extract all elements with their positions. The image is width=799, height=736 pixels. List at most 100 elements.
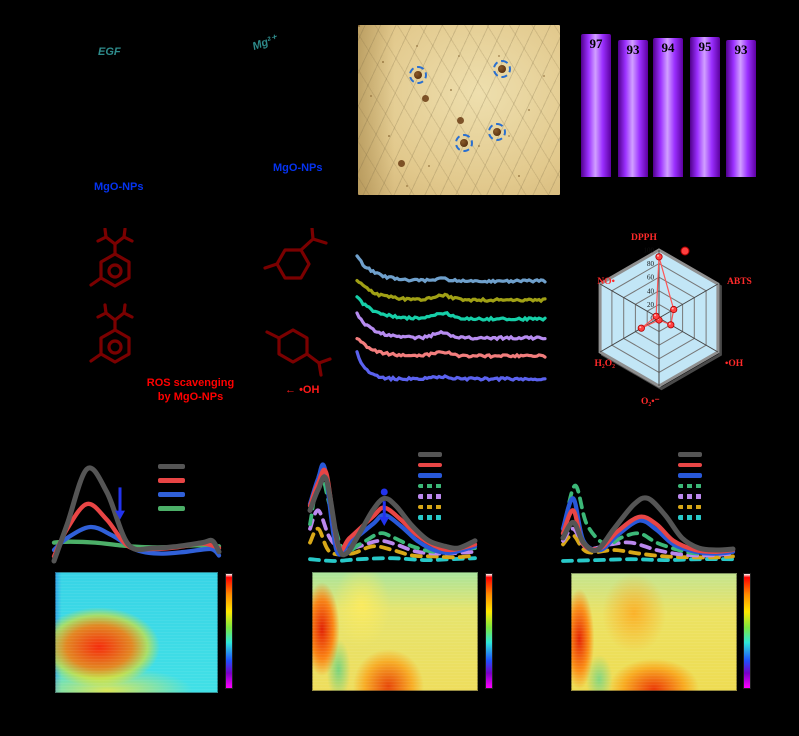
decay-trace	[355, 311, 547, 342]
radar-tick-label: 40	[647, 287, 655, 295]
legend-swatch	[418, 462, 442, 467]
colorbar-f	[744, 574, 750, 688]
decay-trace	[355, 278, 547, 304]
scavenging-caption: ROS scavenging by MgO-NPs	[118, 377, 263, 405]
legend-entry	[678, 504, 702, 516]
circled-cell-marker	[455, 134, 473, 152]
heatmap-f	[571, 573, 737, 691]
radar-axis-label: ABTS	[727, 277, 752, 287]
legend-entry	[678, 452, 702, 463]
legend-f	[678, 452, 702, 526]
structure-bht-bottom	[89, 303, 134, 364]
curve	[561, 557, 735, 563]
caption-line-2: by MgO-NPs	[157, 390, 224, 403]
decay-trace	[355, 336, 547, 360]
legend-swatch	[418, 452, 442, 457]
legend-entry	[158, 506, 185, 520]
curve	[561, 533, 735, 560]
legend-entry	[418, 504, 442, 516]
legend-entry	[678, 473, 702, 484]
decay-trace	[355, 295, 547, 323]
radar-axis-label: O₂•⁻	[641, 397, 660, 407]
legend-swatch	[678, 473, 702, 478]
hydroxyl-radical-annotation: ← •OH	[285, 384, 319, 396]
circled-cell-marker	[409, 66, 427, 84]
legend-swatch	[678, 504, 702, 509]
radar-axis-label: NO•	[597, 277, 615, 287]
structure-quinone-top	[263, 228, 328, 280]
radar-axis-label: •OH	[725, 359, 744, 369]
curve	[561, 483, 735, 556]
radar-tick-label: 100	[644, 247, 655, 255]
legend-entry	[418, 494, 442, 505]
viability-bar: 93	[618, 40, 648, 177]
colorbar-e	[486, 574, 492, 688]
legend-entry	[418, 473, 442, 484]
radar-data-point	[652, 312, 660, 320]
radar-tick-label: 20	[647, 301, 655, 309]
line-plot-d	[51, 465, 222, 564]
curve	[307, 474, 478, 558]
mgo-nps-label-right: MgO-NPs	[273, 162, 323, 174]
legend-entry	[158, 464, 185, 478]
line-plot-e	[307, 462, 478, 563]
decay-trace	[355, 350, 547, 383]
chemical-structures	[89, 228, 332, 377]
micrograph-image	[358, 25, 560, 195]
legend-entry	[418, 483, 442, 495]
magnesium-ion-label: Mg²⁺	[250, 32, 279, 53]
structure-bht-top	[89, 228, 134, 288]
legend-entry	[678, 483, 702, 495]
viability-bar: 95	[690, 37, 720, 177]
legend-swatch	[158, 506, 185, 511]
curve	[51, 465, 222, 564]
circled-cell-marker	[488, 123, 506, 141]
legend-e	[418, 452, 442, 526]
cell-blob	[422, 95, 429, 102]
radar-data-point	[670, 305, 678, 314]
peak-marker-dot	[380, 488, 388, 496]
viability-bar: 94	[653, 38, 683, 177]
legend-entry	[158, 492, 185, 506]
bar-value-label: 95	[698, 39, 712, 54]
legend-swatch	[678, 515, 702, 520]
legend-d	[158, 464, 185, 520]
left-arrow-icon: ←	[285, 384, 296, 396]
viability-bar: 93	[726, 40, 756, 177]
heatmap-scanlines	[312, 572, 478, 691]
circled-cell-marker	[493, 60, 511, 78]
legend-swatch	[158, 492, 185, 497]
bar-value-label: 97	[589, 36, 603, 51]
heatmap-e	[312, 572, 478, 691]
curve	[308, 556, 477, 563]
legend-swatch	[678, 483, 702, 488]
heatmap-scanlines	[55, 572, 218, 693]
radar-axis-label: H₂O₂	[595, 359, 616, 369]
radar-data-point	[637, 324, 645, 332]
legend-entry	[678, 494, 702, 505]
radar-tick-label: 80	[647, 260, 655, 268]
legend-entry	[158, 478, 185, 492]
legend-entry	[418, 515, 442, 526]
curve	[308, 526, 477, 560]
decay-trace	[355, 254, 547, 285]
down-arrow-head	[379, 517, 390, 527]
curve	[560, 495, 736, 554]
mgo-nps-label-left: MgO-NPs	[94, 181, 144, 193]
legend-swatch	[418, 504, 442, 509]
colorbar-d	[226, 574, 232, 688]
bar-value-label: 94	[661, 40, 675, 55]
legend-swatch	[418, 515, 442, 520]
cell-blob	[457, 117, 464, 124]
radar-data-point	[667, 321, 675, 329]
legend-entry	[418, 452, 442, 463]
hydroxyl-radical-label: •OH	[299, 384, 320, 396]
down-arrow-head	[115, 510, 125, 520]
legend-entry	[678, 515, 702, 526]
bar-value-label: 93	[734, 42, 748, 57]
legend-swatch	[158, 478, 185, 483]
curve	[308, 508, 477, 556]
egf-label: EGF	[98, 46, 121, 58]
